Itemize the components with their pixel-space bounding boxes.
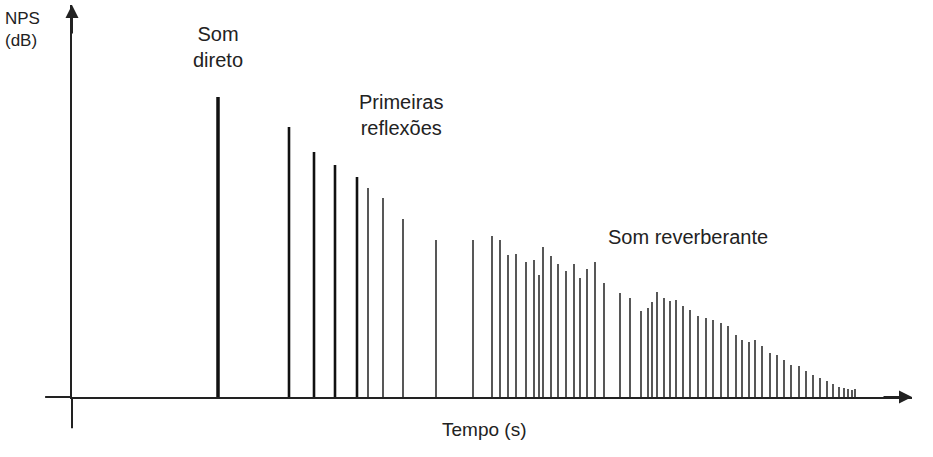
svg-text:Tempo (s): Tempo (s): [442, 419, 526, 440]
svg-text:Somdireto: Somdireto: [193, 23, 243, 71]
svg-text:Primeirasreflexões: Primeirasreflexões: [359, 91, 443, 139]
svg-text:Som reverberante: Som reverberante: [608, 226, 768, 248]
svg-text:NPS(dB): NPS(dB): [5, 9, 40, 50]
